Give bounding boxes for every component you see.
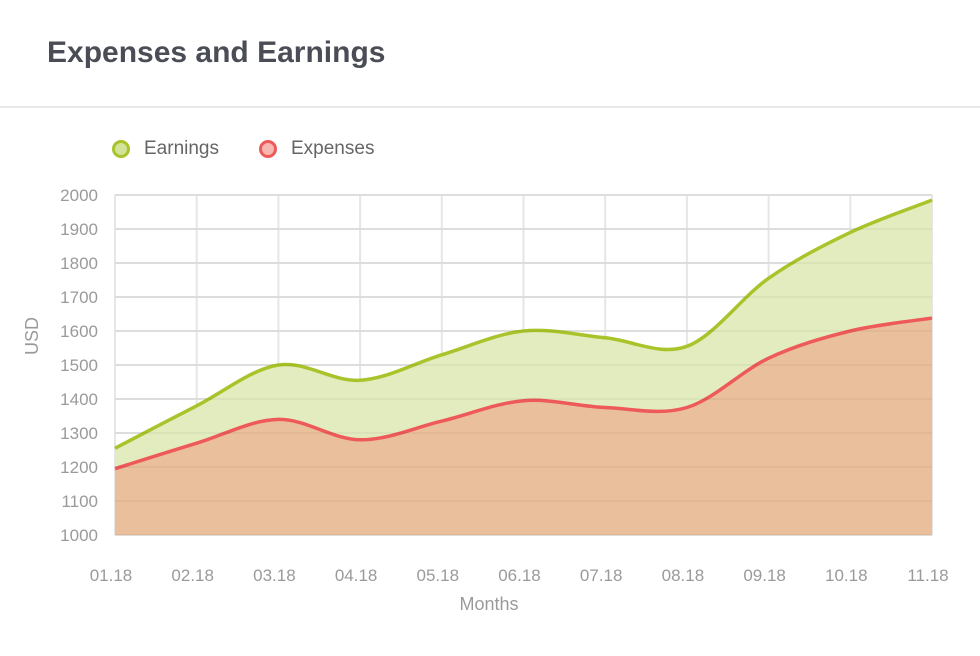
y-tick-label: 1500 (60, 356, 98, 375)
y-tick-label: 1800 (60, 254, 98, 273)
legend-label-earnings: Earnings (144, 138, 219, 159)
x-tick-label: 04.18 (335, 566, 378, 585)
y-tick-label: 1700 (60, 288, 98, 307)
y-tick-label: 2000 (60, 186, 98, 205)
x-tick-label: 11.18 (907, 566, 948, 585)
line-expenses (114, 316, 933, 471)
x-axis-title: Months (459, 594, 518, 614)
x-tick-label: 07.18 (580, 566, 623, 585)
y-tick-label: 1000 (60, 526, 98, 545)
legend-item-expenses[interactable]: Expenses (259, 138, 374, 160)
legend-marker-earnings (112, 140, 130, 158)
y-tick-label: 1900 (60, 220, 98, 239)
legend-marker-expenses (259, 140, 277, 158)
x-tick-label: 08.18 (662, 566, 705, 585)
y-axis-title: USD (22, 317, 42, 355)
x-tick-label: 10.18 (825, 566, 868, 585)
chart-header: Expenses and Earnings (0, 0, 980, 108)
y-tick-label: 1100 (61, 492, 98, 511)
x-tick-label: 06.18 (498, 566, 541, 585)
y-tick-label: 1600 (60, 322, 98, 341)
chart-legend: Earnings Expenses (112, 138, 374, 160)
legend-item-earnings[interactable]: Earnings (112, 138, 219, 160)
x-tick-label: 02.18 (171, 566, 214, 585)
area-expenses (115, 318, 932, 535)
x-tick-label: 01.18 (90, 566, 133, 585)
line-earnings (114, 198, 933, 450)
y-tick-label: 1200 (60, 458, 98, 477)
y-tick-label: 1400 (60, 390, 98, 409)
x-tick-label: 05.18 (417, 566, 460, 585)
legend-label-expenses: Expenses (291, 138, 375, 159)
chart-title: Expenses and Earnings (47, 36, 386, 69)
x-tick-label: 03.18 (253, 566, 296, 585)
y-tick-label: 1300 (60, 424, 98, 443)
x-tick-label: 09.18 (743, 566, 786, 585)
